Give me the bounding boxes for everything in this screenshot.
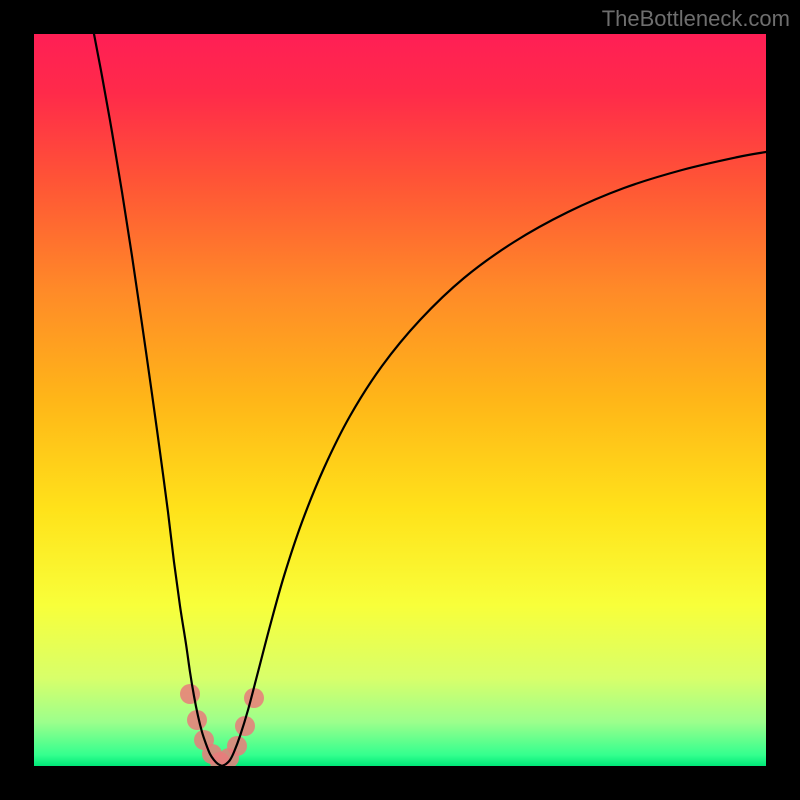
curve-left-branch	[94, 34, 222, 766]
plot-area	[34, 34, 766, 766]
curve-layer	[34, 34, 766, 766]
chart-outer-frame: TheBottleneck.com	[0, 0, 800, 800]
fit-marker	[180, 684, 200, 704]
curve-right-branch	[222, 152, 766, 766]
watermark-text: TheBottleneck.com	[602, 6, 790, 32]
